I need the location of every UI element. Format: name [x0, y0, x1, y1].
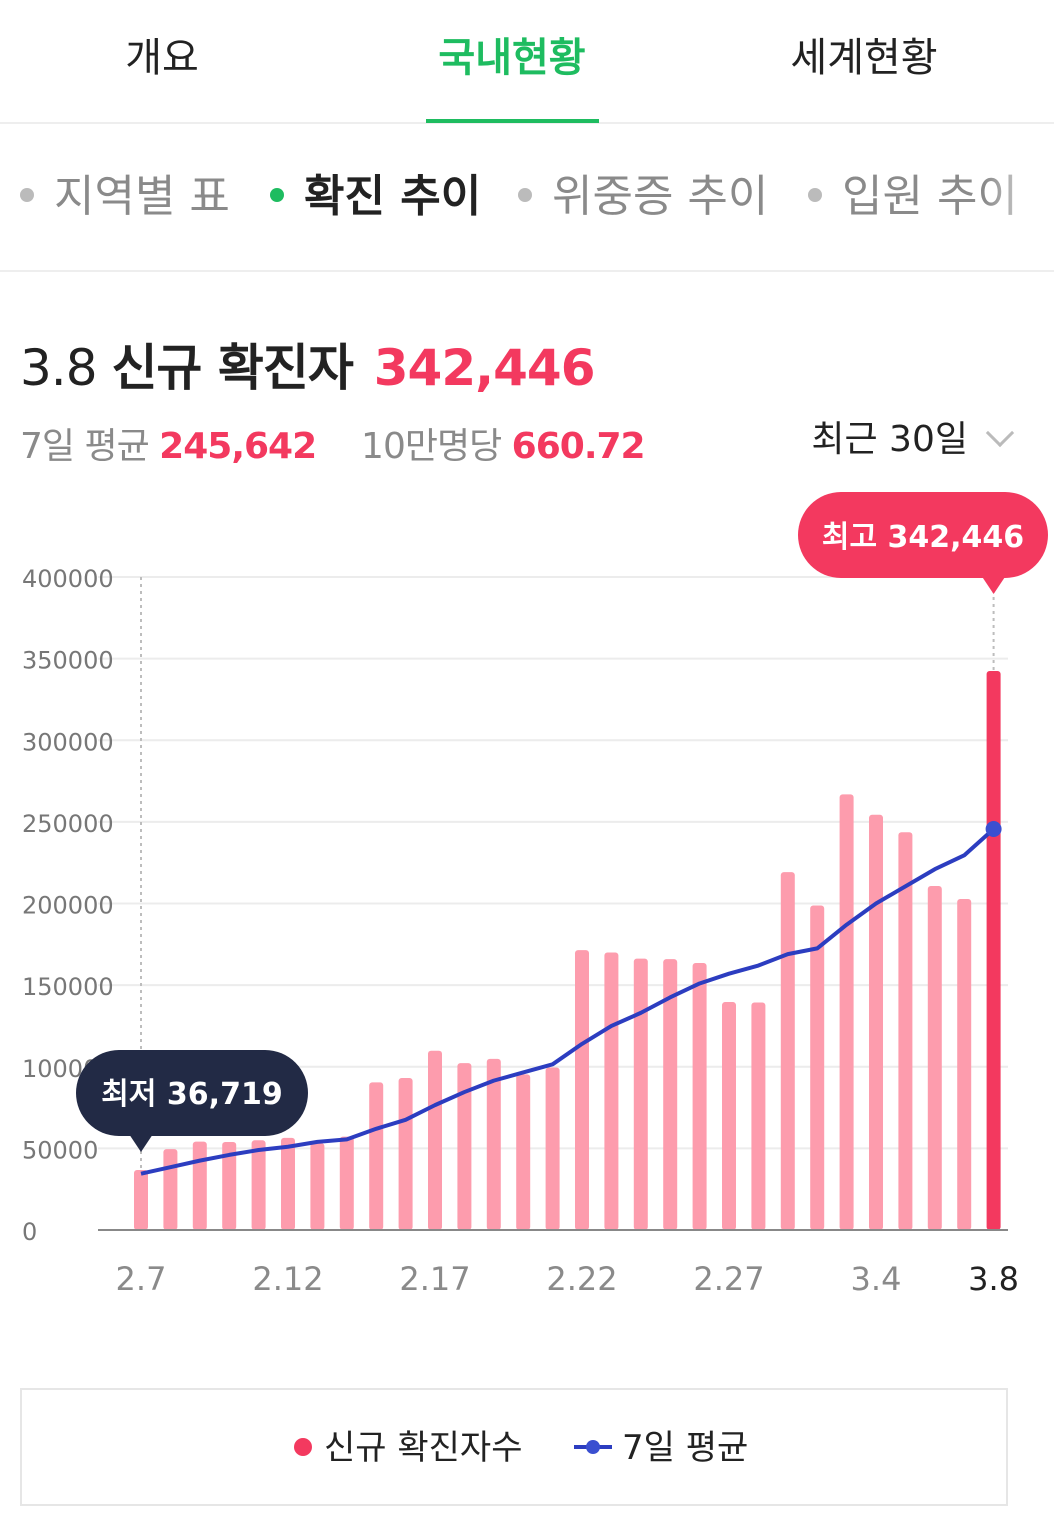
headline: 3.8 신규 확진자 342,446: [20, 336, 595, 400]
sub-tab-severe-trend[interactable]: 위중증 추이: [518, 169, 768, 225]
bar-3.2[interactable]: [810, 905, 825, 1230]
bar-2.14[interactable]: [339, 1136, 354, 1230]
sub-tab-bar: 지역별 표 확진 추이 위중증 추이 입원 추이: [0, 124, 1054, 272]
sub-tab-label: 확진 추이: [304, 171, 482, 222]
y-tick-label: 50000: [22, 1136, 98, 1164]
stats-line: 7일 평균 245,642 10만명당 660.72: [20, 422, 646, 472]
bar-2.13[interactable]: [310, 1143, 325, 1230]
bar-2.20[interactable]: [516, 1074, 531, 1230]
bar-2.17[interactable]: [428, 1050, 442, 1230]
bullet-icon: [20, 188, 34, 202]
bar-2.19[interactable]: [486, 1058, 501, 1230]
avg-label: 7일 평균: [20, 426, 150, 467]
bar-2.15[interactable]: [369, 1082, 384, 1230]
x-tick-label: 2.27: [693, 1260, 764, 1298]
bar-2.22[interactable]: [575, 950, 589, 1230]
max-annotation-label: 최고 342,446: [822, 520, 1024, 555]
bar-2.28[interactable]: [751, 1002, 766, 1230]
bar-2.27[interactable]: [722, 1002, 736, 1230]
y-tick-label: 350000: [22, 647, 114, 675]
bullet-icon: [518, 188, 532, 202]
chart-legend: 신규 확진자수 7일 평균: [20, 1388, 1008, 1506]
legend-dot-icon: [294, 1437, 312, 1456]
headline-value: 342,446: [373, 339, 596, 397]
bar-3.6[interactable]: [927, 886, 942, 1230]
x-tick-label: 2.22: [546, 1260, 617, 1298]
tab-domestic[interactable]: 국내현황: [438, 35, 586, 81]
bullet-icon: [808, 188, 822, 202]
min-annotation-pointer: [129, 1134, 153, 1152]
legend-item-new-cases: 신규 확진자수: [294, 1426, 523, 1470]
min-annotation-label: 최저 36,719: [101, 1077, 282, 1112]
sub-tab-label: 위중증 추이: [552, 171, 769, 222]
bar-2.18[interactable]: [457, 1063, 472, 1230]
headline-label: 신규 확진자: [111, 339, 353, 397]
x-tick-label: 2.7: [116, 1260, 167, 1298]
active-tab-indicator: [426, 119, 599, 123]
x-tick-label: 2.12: [252, 1260, 323, 1298]
avg-value: 245,642: [159, 426, 317, 467]
sub-tab-confirmed-trend[interactable]: 확진 추이: [270, 169, 481, 225]
bar-2.11[interactable]: [251, 1140, 266, 1230]
legend-label: 7일 평균: [622, 1428, 749, 1468]
bar-2.25[interactable]: [663, 959, 678, 1230]
max-annotation-pointer: [981, 576, 1006, 594]
avg-line-series: [140, 827, 995, 1176]
y-tick-label: 150000: [22, 973, 114, 1001]
bar-2.16[interactable]: [398, 1077, 413, 1230]
y-tick-label: 0: [22, 1218, 37, 1246]
y-tick-label: 400000: [22, 565, 114, 593]
bar-2.7[interactable]: [134, 1170, 148, 1230]
bar-2.9[interactable]: [192, 1141, 207, 1230]
x-tick-label: 3.4: [851, 1260, 902, 1298]
bar-3.5[interactable]: [898, 832, 913, 1230]
period-selector[interactable]: 최근 30일: [811, 415, 1015, 465]
bar-3.8[interactable]: [986, 670, 1001, 1230]
per100k-value: 660.72: [511, 426, 646, 467]
sub-tab-region-table[interactable]: 지역별 표: [20, 169, 230, 225]
y-tick-label: 300000: [22, 728, 114, 756]
chevron-down-icon: [985, 418, 1015, 448]
confirmed-trend-chart: 4000003500003000002500002000001500001000…: [22, 492, 1048, 1298]
period-label: 최근 30일: [811, 419, 968, 460]
bar-2.21[interactable]: [545, 1067, 560, 1230]
max-annotation: 최고 342,446: [798, 492, 1048, 594]
bar-3.7[interactable]: [957, 899, 972, 1230]
bar-2.10[interactable]: [222, 1141, 237, 1230]
tab-overview[interactable]: 개요: [125, 35, 199, 81]
per100k-label: 10만명당: [361, 426, 502, 467]
bar-2.23[interactable]: [604, 952, 619, 1230]
legend-label: 신규 확진자수: [324, 1428, 523, 1468]
scroll-fade: [984, 164, 1054, 234]
bar-2.12[interactable]: [281, 1137, 295, 1230]
sub-tab-label: 지역별 표: [54, 171, 230, 222]
top-tab-bar: 개요 국내현황 세계현황: [0, 0, 1054, 124]
bar-3.3[interactable]: [839, 794, 854, 1230]
bar-2.8[interactable]: [163, 1149, 178, 1230]
avg-last-point: [985, 820, 1002, 837]
max-annotation-bubble: [798, 492, 1048, 578]
legend-item-7day-avg: 7일 평균: [574, 1426, 748, 1470]
bar-2.26[interactable]: [692, 962, 707, 1230]
min-annotation: 최저 36,719: [76, 1050, 308, 1152]
tab-world[interactable]: 세계현황: [790, 35, 938, 81]
y-tick-label: 200000: [22, 892, 114, 920]
bar-3.1[interactable]: [780, 872, 795, 1230]
headline-date: 3.8: [20, 339, 98, 397]
bullet-icon: [270, 188, 284, 202]
min-annotation-bubble: [76, 1050, 308, 1136]
bar-3.4[interactable]: [869, 814, 883, 1230]
x-tick-label: 3.8: [968, 1260, 1019, 1298]
legend-line-icon: [574, 1439, 612, 1454]
bar-2.24[interactable]: [633, 958, 648, 1230]
x-tick-label: 2.17: [399, 1260, 470, 1298]
y-tick-label: 250000: [22, 810, 114, 838]
